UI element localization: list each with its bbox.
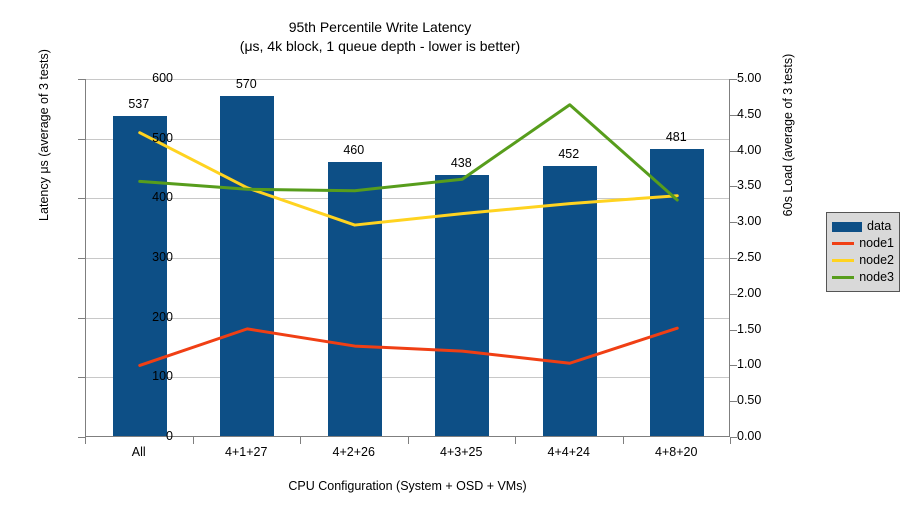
y-axis-right-tick-label: 2.50 [737,250,762,264]
y-axis-right-tick-label: 0.00 [737,429,762,443]
gridline [86,138,729,140]
bar-value-label: 452 [558,147,580,162]
y-axis-left-title: Latency μs (average of 3 tests) [37,49,51,221]
y-axis-right-tick-label: 3.50 [737,178,762,193]
legend-label: node3 [859,270,894,284]
y-axis-left-tick-mark [78,79,85,80]
gridline [86,258,729,259]
legend-item-node3[interactable]: node3 [832,269,894,286]
gridline [86,377,729,379]
y-axis-right-tick-mark [730,293,737,295]
y-axis-right-tick-mark [730,222,737,224]
legend-swatch-icon [832,242,855,245]
bar-value-label: 481 [665,130,687,144]
y-axis-right-tick-label: 1.00 [737,357,762,372]
y-axis-left-tick-label: 100 [152,369,173,384]
y-axis-right-tick-mark [730,365,737,367]
x-axis-title: CPU Configuration (System + OSD + VMs) [288,479,527,493]
legend-label: data [867,219,892,233]
legend-label: node1 [859,236,894,250]
gridline [86,198,729,200]
y-axis-left-tick-mark [78,437,85,438]
y-axis-right-tick-label: 3.00 [737,214,762,229]
legend-item-node2[interactable]: node2 [832,252,894,269]
y-axis-right-tick-label: 4.00 [737,142,762,157]
y-axis-right-tick-mark [730,258,737,259]
y-axis-right-tick-mark [730,186,737,188]
x-axis-tick-label: 4+1+27 [225,445,268,459]
bar [112,115,167,436]
legend-label: node2 [859,253,894,267]
gridline [86,317,729,319]
bar-value-label: 460 [343,142,365,157]
y-axis-left-tick-mark [78,377,85,379]
y-axis-left-tick-label: 0 [166,429,173,443]
y-axis-right-tick-label: 2.00 [737,285,762,300]
bar-value-label: 438 [450,155,472,170]
legend-item-data[interactable]: data [832,218,894,235]
y-axis-right-tick-label: 5.00 [737,71,762,85]
y-axis-right-tick-mark [730,329,737,331]
y-axis-left-tick-label: 200 [152,309,173,324]
x-axis-tick-label: All [131,445,146,459]
legend-swatch-icon [832,259,855,262]
y-axis-left-tick-label: 600 [152,71,173,85]
y-axis-left-tick-label: 400 [152,190,173,205]
legend-swatch-icon [832,276,855,279]
x-axis-tick-mark [192,437,194,444]
bar [327,161,382,436]
y-axis-right-tick-label: 0.50 [737,393,762,408]
y-axis-right-tick-mark [730,150,737,152]
y-axis-left-tick-mark [78,317,85,319]
y-axis-left-tick-mark [78,138,85,140]
y-axis-left-tick-mark [78,198,85,200]
line-series-node3 [138,103,679,202]
plot-area [85,79,730,437]
bar-value-label: 570 [235,76,257,91]
x-axis-tick-label: 4+8+20 [655,445,698,459]
line-series-node2 [138,131,679,227]
y-axis-right-tick-mark [730,401,737,403]
bar [220,95,275,436]
gridline [86,79,729,80]
line-series-node1 [138,326,679,367]
bar [542,166,597,436]
x-axis-tick-mark [407,437,409,444]
legend-item-node1[interactable]: node1 [832,235,894,252]
y-axis-right-tick-label: 1.50 [737,321,762,336]
bar-value-label: 537 [128,96,150,111]
chart-title: 95th Percentile Write Latency [288,19,472,35]
chart-subtitle: (μs, 4k block, 1 queue depth - lower is … [239,38,521,54]
y-axis-right-tick-mark [730,79,737,80]
chart-title-block: 95th Percentile Write Latency (μs, 4k bl… [0,18,760,56]
y-axis-left-tick-label: 300 [152,250,173,264]
x-axis-tick-label: 4+4+24 [547,445,590,459]
x-axis-tick-label: 4+3+25 [440,445,483,459]
y-axis-right-tick-mark [730,437,737,438]
bar [435,174,490,436]
y-axis-left-tick-mark [78,258,85,259]
legend-swatch-icon [832,221,862,232]
x-axis-tick-label: 4+2+26 [332,445,375,459]
x-axis-tick-mark [85,437,86,444]
line-series-group [138,103,679,367]
chart-legend: data node1 node2 node3 [826,212,900,292]
y-axis-right-tick-mark [730,114,737,116]
x-axis-tick-mark [622,437,624,444]
x-axis-tick-mark [730,437,731,444]
y-axis-left-tick-label: 500 [152,130,173,145]
x-axis-tick-mark [300,437,301,444]
y-axis-right-tick-label: 4.50 [737,106,762,121]
x-axis-tick-mark [515,437,516,444]
